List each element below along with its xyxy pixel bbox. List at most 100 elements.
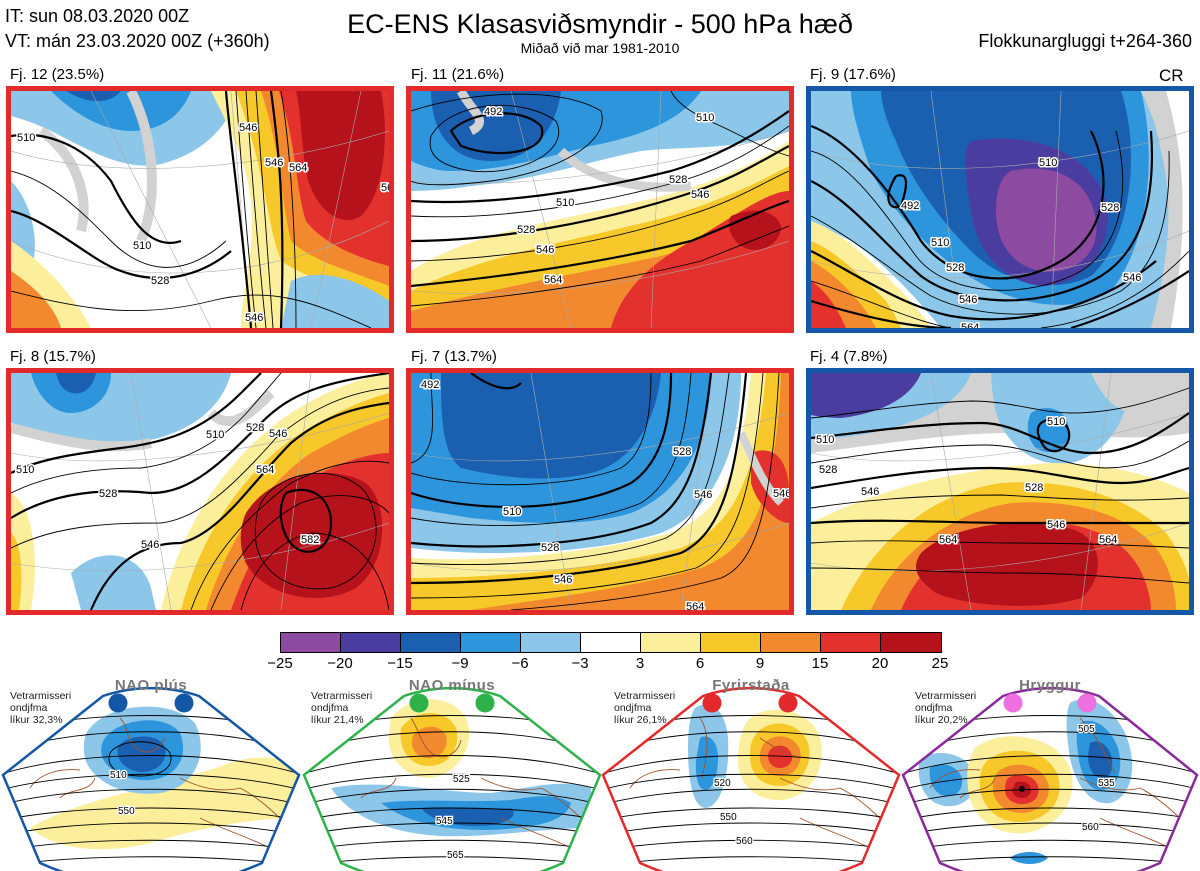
- contour-label: 564: [381, 182, 389, 194]
- colorbar-tick: 20: [871, 655, 889, 672]
- colorbar-swatch: [461, 633, 521, 652]
- colorbar-tick: −6: [511, 655, 529, 672]
- regime-ridge: 505 535 560 Hryggur Vetrarmisseri ondjfma…: [900, 677, 1200, 871]
- cluster-map-fj11: 492 510 528 546 564 546 528 510: [406, 86, 794, 333]
- colorbar-swatch: [821, 633, 881, 652]
- panel-label: Fj. 7 (13.7%): [411, 348, 497, 365]
- colorbar-tick: 15: [811, 655, 829, 672]
- contour-label: 528: [1025, 482, 1043, 494]
- contour-label: 564: [961, 322, 979, 328]
- contour-label: 510: [1047, 416, 1065, 428]
- regime-nao-minus: 525 545 565 NAO mínus Vetrarmisseri ondjf…: [301, 677, 603, 871]
- cluster-map-fj7: 492 510 528 546 564 528 546 546: [406, 368, 794, 615]
- regime-probability-note: Vetrarmisseri ondjfma líkur 21,4%: [311, 690, 373, 726]
- regime-title: NAO mínus: [408, 677, 496, 694]
- panel-label: Fj. 12 (23.5%): [10, 66, 105, 83]
- contour-label: 528: [819, 464, 837, 476]
- cluster-map-fj4: 510 528 546 564 564 528 546 510: [806, 368, 1194, 615]
- contour-label: 528: [517, 224, 535, 236]
- contour-label: 546: [691, 189, 709, 201]
- colorbar-swatch: [341, 633, 401, 652]
- valid-time: VT: mán 23.03.2020 00Z (+360h): [5, 31, 270, 51]
- contour-label: 528: [246, 422, 264, 434]
- contour-label: 546: [773, 488, 789, 500]
- contour-label: 528: [99, 488, 117, 500]
- colorbar-swatch: [401, 633, 461, 652]
- contour-label: 510: [696, 112, 714, 124]
- contour-label: 528: [669, 174, 687, 186]
- contour-label: 492: [421, 379, 439, 391]
- contour-label: 510: [206, 429, 224, 441]
- colorbar-tick: 9: [755, 655, 765, 672]
- regime-probability-note: Vetrarmisseri ondjfma líkur 32,3%: [10, 690, 72, 726]
- panel-label: Fj. 9 (17.6%): [810, 66, 896, 83]
- cluster-map-fj9: 492 510 528 546 564 510 528 546: [806, 86, 1194, 333]
- contour-label: 535: [1098, 778, 1115, 789]
- panel-label: Fj. 4 (7.8%): [810, 348, 888, 365]
- page-title: EC-ENS Klasasviðsmyndir - 500 hPa hæð: [347, 9, 853, 39]
- contour-label: 546: [265, 157, 283, 169]
- contour-label: 550: [118, 806, 135, 817]
- regime-title: NAO plús: [114, 677, 188, 694]
- contour-label: 560: [1082, 822, 1099, 833]
- colorbar-tick: −9: [451, 655, 469, 672]
- contour-label: 525: [453, 774, 470, 785]
- contour-label: 546: [269, 428, 287, 440]
- contour-label: 546: [1047, 519, 1065, 531]
- contour-label: 546: [959, 294, 977, 306]
- contour-label: 564: [939, 534, 957, 546]
- colorbar-swatch: [641, 633, 701, 652]
- colorbar-tick: 25: [931, 655, 949, 672]
- colorbar-swatch: [281, 633, 341, 652]
- contour-label: 564: [256, 464, 274, 476]
- contour-label: 546: [239, 122, 257, 134]
- regime-title: Fyrirstaða: [712, 677, 790, 694]
- colorbar-tick: 6: [695, 655, 705, 672]
- initial-time: IT: sun 08.03.2020 00Z: [5, 6, 190, 26]
- contour-label: 492: [484, 106, 502, 118]
- contour-label: 510: [1039, 157, 1057, 169]
- contour-label: 520: [714, 778, 731, 789]
- contour-label: 564: [289, 162, 307, 174]
- contour-label: 510: [931, 237, 949, 249]
- cluster-map-fj12: 510 510 528 546 564 546 546 564: [6, 86, 394, 333]
- contour-label: 492: [901, 200, 919, 212]
- colorbar-swatch: [701, 633, 761, 652]
- cluster-map-fj8: 510 528 546 564 582 510 528 546: [6, 368, 394, 615]
- colorbar-tick: 3: [635, 655, 645, 672]
- contour-label: 510: [17, 132, 35, 144]
- panel-label: Fj. 8 (15.7%): [10, 348, 96, 365]
- contour-label: 528: [946, 262, 964, 274]
- colorbar-swatch: [761, 633, 821, 652]
- colorbar-tick: −25: [267, 655, 293, 672]
- contour-label: 564: [544, 274, 562, 286]
- contour-label: 546: [245, 312, 263, 324]
- cr-label: CR: [1159, 66, 1184, 85]
- contour-label: 510: [133, 240, 151, 252]
- contour-label: 510: [16, 464, 34, 476]
- contour-label: 510: [110, 770, 127, 781]
- anomaly-colorbar: [280, 632, 942, 653]
- contour-label: 505: [1078, 724, 1095, 735]
- contour-label: 528: [541, 542, 559, 554]
- contour-label: 546: [554, 574, 572, 586]
- colorbar-swatch: [581, 633, 641, 652]
- contour-label: 546: [694, 489, 712, 501]
- colorbar-tick: −3: [571, 655, 589, 672]
- contour-label: 565: [447, 850, 464, 861]
- colorbar-tick: −15: [387, 655, 413, 672]
- contour-label: 528: [673, 446, 691, 458]
- contour-label: 546: [536, 244, 554, 256]
- contour-label: 564: [686, 601, 704, 610]
- contour-label: 545: [436, 816, 453, 827]
- contour-label: 550: [720, 812, 737, 823]
- contour-label: 546: [1123, 272, 1141, 284]
- regime-blocking: 520 550 560 Fyrirstaða Vetrarmisseri ondj…: [600, 677, 902, 871]
- contour-label: 510: [816, 434, 834, 446]
- page-subtitle: Miðað við mar 1981-2010: [520, 40, 680, 56]
- regime-title: Hryggur: [1019, 677, 1081, 694]
- contour-label: 564: [1099, 534, 1117, 546]
- colorbar-swatch: [521, 633, 581, 652]
- colorbar-tick: −20: [327, 655, 353, 672]
- colorbar-swatch: [881, 633, 941, 652]
